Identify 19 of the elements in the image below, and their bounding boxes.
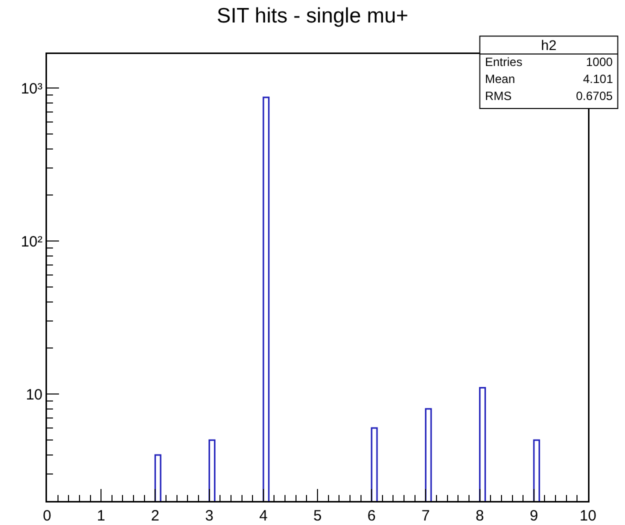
text: h2 — [541, 37, 557, 53]
y-tick-label: 10 — [26, 386, 42, 404]
x-tick-label: 1 — [96, 508, 106, 524]
x-tick-label: 9 — [530, 508, 538, 524]
x-tick-label: 5 — [313, 508, 322, 524]
x-tick-label: 3 — [205, 508, 214, 524]
x-tick-label: 0 — [42, 508, 52, 524]
text: Mean 4.101 — [485, 72, 614, 86]
y-tick-label: 10² — [20, 233, 42, 250]
x-tick-label: 8 — [476, 508, 484, 524]
y-tick-label: 10³ — [20, 80, 42, 98]
x-tick-label: 2 — [151, 508, 160, 524]
x-tick-label: 7 — [422, 508, 430, 524]
x-tick-label: 6 — [367, 508, 376, 524]
chart-title: SIT hits - single mu+ — [216, 4, 408, 28]
x-tick-label: 4 — [259, 508, 268, 524]
text: Entries 1000 — [485, 55, 613, 69]
text: RMS 0.6705 — [485, 89, 613, 103]
x-tick-label: 10 — [580, 508, 596, 524]
